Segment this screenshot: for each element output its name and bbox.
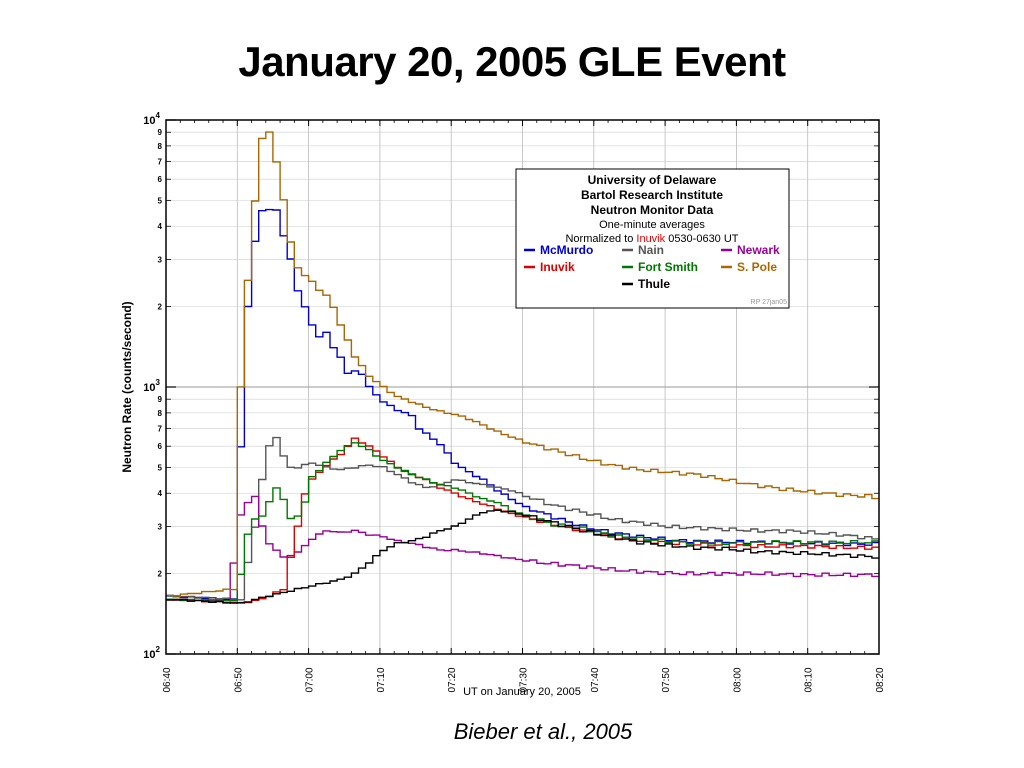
y-minor-tick-label: 6 xyxy=(158,175,163,184)
y-minor-tick-label: 6 xyxy=(158,442,163,451)
legend-box xyxy=(515,168,790,309)
x-tick-label: 08:20 xyxy=(875,667,886,692)
legend-label-s-pole: S. Pole xyxy=(737,260,777,274)
y-minor-tick-label: 4 xyxy=(158,489,163,498)
y-minor-tick-label: 7 xyxy=(158,157,163,166)
series-line-nain xyxy=(166,436,879,601)
y-tick-label-base: 10 xyxy=(143,382,155,394)
legend-header-line: Bartol Research Institute xyxy=(581,188,723,202)
y-minor-tick-label: 9 xyxy=(158,395,163,404)
legend-label-newark: Newark xyxy=(737,243,780,257)
x-tick-label: 08:00 xyxy=(732,667,743,692)
y-minor-tick-label: 8 xyxy=(158,409,163,418)
series-lines xyxy=(166,131,879,604)
y-minor-tick-label: 7 xyxy=(158,424,163,433)
y-minor-tick-label: 9 xyxy=(158,128,163,137)
legend-norm-prefix: Normalized to xyxy=(565,233,636,245)
y-axis-label: Neutron Rate (counts/second) xyxy=(120,301,134,472)
y-minor-tick-label: 3 xyxy=(158,523,163,532)
legend-label-mcmurdo: McMurdo xyxy=(540,243,593,257)
y-minor-tick-label: 5 xyxy=(158,463,163,472)
x-tick-label: 06:40 xyxy=(162,667,173,692)
y-minor-tick-label: 8 xyxy=(158,142,163,151)
y-minor-tick-label: 2 xyxy=(158,303,163,312)
x-tick-label: 07:30 xyxy=(519,667,530,692)
y-tick-label: 103 xyxy=(143,378,160,394)
series-line-inuvik xyxy=(166,437,879,604)
citation: Bieber et al., 2005 xyxy=(453,719,633,744)
legend-normalization: Normalized to Inuvik 0530-0630 UT xyxy=(565,233,738,245)
y-tick-label-base: 10 xyxy=(143,649,155,661)
x-tick-label: 07:20 xyxy=(447,667,458,692)
x-tick-label: 07:50 xyxy=(661,667,672,692)
y-tick-label-exponent: 4 xyxy=(156,111,161,120)
legend-label-fort-smith: Fort Smith xyxy=(638,260,698,274)
y-tick-label-exponent: 2 xyxy=(156,645,161,654)
y-minor-tick-label: 2 xyxy=(158,570,163,579)
legend-entries: McMurdo Nain Newark Inuvik Fort Smith S. Pole… xyxy=(524,243,780,291)
x-tick-label: 06:50 xyxy=(233,667,244,692)
series-line-thule xyxy=(166,509,879,604)
legend-norm-suffix: 0530-0630 UT xyxy=(665,233,739,245)
x-axis-label: UT on January 20, 2005 xyxy=(463,686,581,698)
y-minor-tick-label: 3 xyxy=(158,256,163,265)
legend-header-line: Neutron Monitor Data xyxy=(591,203,714,217)
legend: University of Delaware Bartol Research I… xyxy=(515,168,790,309)
neutron-rate-chart: 06:40 06:50 07:00 07:10 07:20 07:30 07:40 07:50… xyxy=(120,111,886,698)
legend-subheader: One-minute averages xyxy=(599,219,705,231)
x-tick-label: 07:40 xyxy=(590,667,601,692)
series-line-s-pole xyxy=(166,131,879,597)
axes: 06:40 06:50 07:00 07:10 07:20 07:30 07:40 07:50… xyxy=(143,111,886,693)
legend-norm-station: Inuvik xyxy=(636,233,665,245)
legend-header-line: University of Delaware xyxy=(588,173,717,187)
legend-label-nain: Nain xyxy=(638,243,664,257)
y-tick-label: 104 xyxy=(143,111,160,127)
y-tick-label: 102 xyxy=(143,645,160,661)
y-tick-label-base: 10 xyxy=(143,115,155,127)
x-tick-label: 07:00 xyxy=(305,667,316,692)
y-tick-label-exponent: 3 xyxy=(156,378,161,387)
x-tick-label: 08:10 xyxy=(804,667,815,692)
legend-label-inuvik: Inuvik xyxy=(540,260,575,274)
legend-footer: RP 27jan05 xyxy=(751,299,788,306)
y-minor-tick-label: 4 xyxy=(158,222,163,231)
slide-title: January 20, 2005 GLE Event xyxy=(238,38,786,85)
legend-label-thule: Thule xyxy=(638,277,670,291)
x-tick-label: 07:10 xyxy=(376,667,387,692)
y-minor-tick-label: 5 xyxy=(158,196,163,205)
